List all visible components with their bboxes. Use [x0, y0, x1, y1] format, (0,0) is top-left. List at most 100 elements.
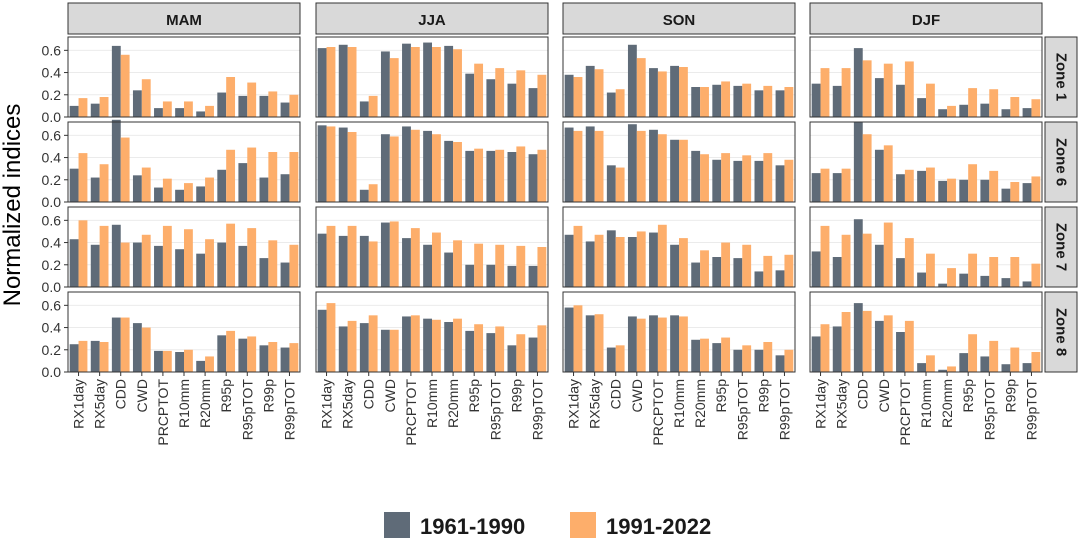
bar-1961-1990-cwd — [874, 78, 884, 117]
bar-1961-1990-r95ptot — [733, 160, 743, 202]
legend-key-1961-1990 — [384, 512, 410, 538]
bar-1991-2022-r20mm — [947, 366, 956, 372]
bar-1961-1990-r95ptot — [980, 356, 990, 372]
bar-1961-1990-r99ptot — [1022, 281, 1032, 287]
x-tick-label-rx5day: RX5day — [340, 379, 356, 429]
bar-1961-1990-r10mm — [670, 139, 679, 202]
bar-1991-2022-r20mm — [205, 239, 214, 287]
legend-label-1961-1990: 1961-1990 — [420, 514, 525, 539]
bar-1991-2022-rx1day — [573, 225, 583, 287]
bar-1961-1990-r10mm — [670, 315, 679, 372]
bar-1961-1990-r95ptot — [733, 349, 743, 372]
bar-1961-1990-r20mm — [196, 111, 206, 117]
panel-zone-8-djf — [809, 291, 1043, 373]
bar-1961-1990-r99p — [259, 177, 269, 202]
bar-1961-1990-r99p — [754, 271, 764, 287]
bar-1961-1990-r99ptot — [775, 165, 785, 202]
bar-1961-1990-r99p — [259, 258, 269, 287]
x-tick-label-r95ptot: R95pTOT — [734, 379, 750, 441]
bar-1961-1990-r95ptot — [733, 258, 743, 287]
x-tick-label-r99p: R99p — [755, 379, 771, 413]
bar-1961-1990-r10mm — [670, 244, 679, 287]
y-axis-label: Normalized indices — [0, 104, 26, 307]
x-tick-label-r20mm: R20mm — [445, 379, 461, 428]
bar-1991-2022-cdd — [862, 134, 872, 202]
bar-1961-1990-rx5day — [338, 326, 348, 372]
bar-1991-2022-r20mm — [205, 105, 214, 117]
panel-border — [315, 206, 549, 288]
bar-1991-2022-r99ptot — [537, 74, 547, 117]
x-tick-label-r20mm: R20mm — [939, 379, 955, 428]
bar-1991-2022-r95ptot — [495, 244, 505, 287]
bar-1991-2022-cdd — [368, 184, 378, 202]
bar-1961-1990-cdd — [359, 323, 369, 372]
bar-1961-1990-cwd — [627, 44, 637, 117]
bar-1961-1990-r20mm — [196, 186, 206, 202]
bar-1961-1990-r10mm — [175, 108, 184, 117]
zone-strips: Zone 1 Zone 6 Zone 7 Zone 8 — [1044, 36, 1078, 373]
bar-1991-2022-r10mm — [679, 139, 688, 202]
x-tick-label-prcptot: PRCPTOT — [897, 379, 913, 446]
bar-1961-1990-rx1day — [564, 74, 574, 117]
legend-label-1991-2022: 1991-2022 — [606, 514, 711, 539]
panel-zone-7-mam — [67, 206, 301, 288]
bar-1961-1990-rx5day — [585, 65, 595, 117]
bar-1961-1990-rx1day — [811, 336, 821, 372]
bar-1991-2022-prcptot — [657, 71, 667, 117]
bar-1991-2022-rx1day — [326, 126, 336, 202]
bar-1961-1990-r95p — [959, 179, 969, 202]
bar-1961-1990-prcptot — [649, 68, 658, 117]
x-tick-label-rx1day: RX1day — [566, 379, 582, 429]
bar-1961-1990-r20mm — [691, 262, 701, 287]
bar-1991-2022-r95p — [226, 149, 236, 202]
bar-1961-1990-r99p — [259, 345, 269, 372]
x-tick-label-r10mm: R10mm — [176, 379, 192, 428]
bar-1991-2022-r20mm — [453, 240, 462, 287]
bar-1991-2022-prcptot — [410, 129, 420, 202]
bar-1991-2022-prcptot — [657, 317, 667, 372]
bar-1961-1990-r95p — [465, 330, 475, 372]
bar-1961-1990-r10mm — [917, 170, 926, 202]
strip-zone-6 — [1044, 121, 1078, 203]
bar-1991-2022-r99ptot — [784, 254, 794, 287]
bar-1991-2022-cdd — [862, 310, 872, 372]
bar-1991-2022-rx5day — [594, 69, 604, 117]
strip-zone-7 — [1044, 206, 1078, 288]
bar-1991-2022-r99ptot — [1031, 352, 1041, 372]
panel-border — [67, 36, 301, 118]
bar-1961-1990-r99p — [507, 152, 517, 202]
bar-1991-2022-cdd — [615, 237, 625, 287]
x-tick-label-cdd: CDD — [855, 379, 871, 409]
bar-1991-2022-prcptot — [162, 225, 172, 287]
bar-1991-2022-r10mm — [679, 67, 688, 117]
bar-1961-1990-r10mm — [423, 318, 432, 372]
bar-1991-2022-r99p — [268, 240, 278, 287]
bar-1991-2022-r95ptot — [989, 257, 999, 287]
bar-1961-1990-r95p — [465, 264, 475, 287]
bar-1961-1990-rx1day — [564, 307, 574, 372]
legend: 1961-1990 1991-2022 — [384, 512, 711, 539]
bar-1961-1990-r20mm — [938, 180, 948, 202]
x-tick-label-r10mm: R10mm — [671, 379, 687, 428]
bar-1991-2022-rx5day — [99, 342, 109, 372]
bar-1961-1990-r20mm — [691, 87, 701, 117]
bar-1961-1990-r20mm — [444, 140, 454, 202]
x-tick-label-rx1day: RX1day — [71, 379, 87, 429]
bar-1991-2022-cdd — [862, 233, 872, 287]
bar-1991-2022-r95ptot — [247, 228, 257, 287]
bar-1991-2022-r99ptot — [784, 159, 794, 202]
bar-1991-2022-rx5day — [347, 47, 357, 117]
bar-1961-1990-r95p — [959, 104, 969, 117]
bar-1961-1990-r95p — [712, 257, 722, 287]
bar-1961-1990-r99p — [507, 83, 517, 117]
bar-1991-2022-prcptot — [162, 178, 172, 202]
bar-1991-2022-r20mm — [205, 356, 214, 372]
bar-1961-1990-cwd — [380, 329, 390, 372]
strip-son — [562, 2, 796, 35]
bar-1961-1990-cwd — [380, 222, 390, 287]
strip-label-son: SON — [663, 12, 696, 29]
bar-1961-1990-rx1day — [317, 233, 327, 287]
bar-1991-2022-r99ptot — [289, 244, 299, 287]
bar-1961-1990-r95ptot — [980, 275, 990, 287]
bar-1991-2022-cwd — [141, 167, 151, 202]
